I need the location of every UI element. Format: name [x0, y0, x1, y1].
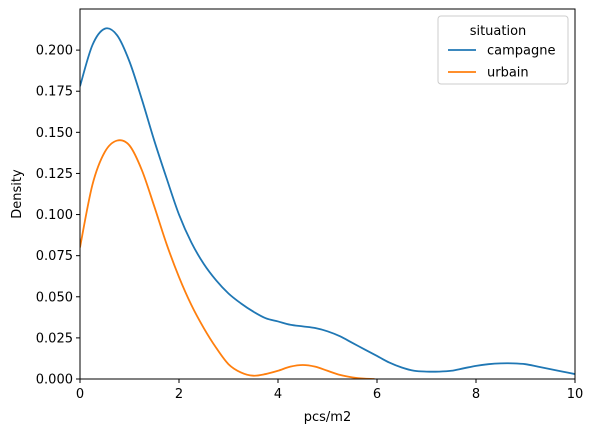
series-line-urbain	[80, 139, 375, 379]
legend: situation campagne urbain	[437, 15, 569, 85]
x-tick-label: 10	[567, 387, 584, 402]
legend-entries: campagne urbain	[448, 44, 556, 81]
x-tick-label: 2	[175, 387, 183, 402]
x-tick-label: 8	[472, 387, 480, 402]
axes-frame	[79, 8, 576, 380]
series-line-campagne	[80, 27, 575, 375]
x-axis-ticks: 0 2 4 6 8 10	[76, 379, 583, 402]
y-tick-label: 0.025	[36, 331, 73, 346]
y-tick-label: 0.000	[36, 373, 73, 388]
legend-label-urbain: urbain	[487, 66, 529, 81]
y-tick-label: 0.125	[36, 167, 73, 182]
y-axis-ticks: 0.000 0.025 0.050 0.075 0.100 0.125 0.150 0.175…	[36, 44, 80, 388]
y-tick-label: 0.200	[36, 44, 73, 59]
y-axis-label: Density	[10, 169, 25, 219]
series-lines	[80, 27, 575, 379]
y-tick-label: 0.175	[36, 85, 73, 100]
legend-box	[437, 15, 569, 85]
x-tick-label: 0	[76, 387, 84, 402]
legend-title: situation	[470, 24, 527, 39]
x-tick-label: 6	[373, 387, 381, 402]
x-axis-label: pcs/m2	[304, 410, 352, 425]
y-tick-label: 0.050	[36, 290, 73, 305]
y-tick-label: 0.075	[36, 249, 73, 264]
legend-label-campagne: campagne	[487, 44, 556, 59]
x-tick-label: 4	[274, 387, 282, 402]
y-tick-label: 0.150	[36, 126, 73, 141]
y-tick-label: 0.100	[36, 208, 73, 223]
